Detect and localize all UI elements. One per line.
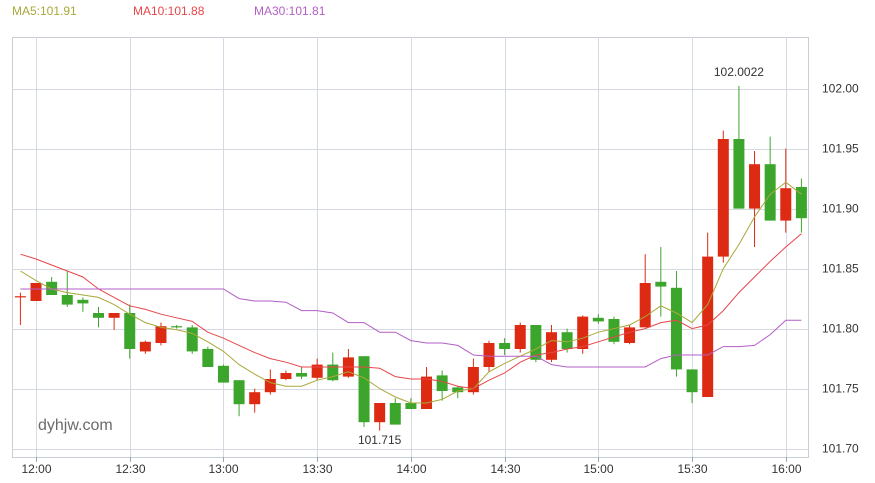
x-tick-label: 12:30 [115, 462, 145, 476]
y-tick-label: 101.85 [822, 262, 859, 276]
legend-entry: MA30:101.81 [254, 4, 326, 18]
y-tick-label: 102.00 [822, 82, 859, 96]
candle-body [77, 299, 89, 304]
candle-body [577, 316, 589, 349]
y-tick-label: 101.90 [822, 202, 859, 216]
candle-body [795, 187, 807, 219]
candle-body [124, 313, 136, 349]
candle-body [624, 327, 636, 343]
candle-body [61, 295, 73, 305]
x-tick-label: 15:00 [583, 462, 613, 476]
candle-body [389, 403, 401, 425]
x-tick-label: 13:30 [302, 462, 332, 476]
candle-body [452, 387, 464, 393]
x-tick-label: 14:30 [490, 462, 520, 476]
y-tick-label: 101.80 [822, 322, 859, 336]
candle-body [202, 349, 214, 367]
candle-body [108, 313, 120, 318]
candle-body [249, 392, 261, 405]
ma-line [20, 288, 802, 368]
candle-body [530, 325, 542, 360]
x-tick-label: 13:00 [208, 462, 238, 476]
extreme-label: 102.0022 [714, 65, 764, 79]
candle-body [358, 356, 370, 423]
candle-body [264, 379, 276, 393]
candle-body [467, 367, 479, 393]
watermark: dyhjw.com [38, 417, 113, 434]
candle-body [186, 327, 198, 352]
candle-body [749, 164, 761, 209]
candle-body [483, 343, 495, 367]
candle-body [764, 164, 776, 221]
candle-body [499, 343, 511, 349]
candle-body [217, 365, 229, 383]
legend-entry: MA5:101.91 [12, 4, 77, 18]
candle-body [139, 341, 151, 352]
plot-border [12, 37, 809, 458]
candle-body [686, 369, 698, 393]
y-tick-label: 101.75 [822, 382, 859, 396]
candle-body [733, 139, 745, 209]
candle-body [14, 296, 26, 298]
candle-body [608, 319, 620, 342]
candle-body [93, 313, 104, 318]
candle-body [561, 332, 573, 349]
candle-body [655, 281, 667, 287]
candle-body [155, 326, 167, 343]
candle-body [436, 375, 448, 391]
ma-line [20, 181, 802, 404]
candle-body [670, 287, 682, 370]
extreme-label: 101.715 [358, 433, 402, 447]
x-tick-label: 12:00 [21, 462, 51, 476]
candle-body [311, 364, 323, 378]
x-tick-label: 16:00 [771, 462, 801, 476]
y-tick-label: 101.95 [822, 142, 859, 156]
candle-body [233, 380, 245, 405]
candle-body [327, 364, 339, 381]
candle-body [171, 326, 183, 328]
ma-line [20, 233, 802, 390]
x-tick-label: 15:30 [677, 462, 707, 476]
candle-body [296, 373, 308, 377]
candle-body [592, 317, 604, 322]
x-tick-label: 14:00 [396, 462, 426, 476]
candle-body [702, 256, 714, 397]
candle-body [280, 373, 292, 379]
candle-body [717, 139, 729, 257]
candle-body [46, 281, 58, 295]
candle-body [639, 283, 651, 328]
candle-body [514, 325, 526, 349]
candle-body [421, 376, 433, 409]
candle-body [405, 403, 417, 409]
candle-body [545, 332, 557, 360]
candle-body [374, 403, 386, 423]
candle-body [30, 283, 42, 301]
candle-body [780, 188, 792, 221]
legend-entry: MA10:101.88 [133, 4, 205, 18]
y-tick-label: 101.70 [822, 442, 859, 456]
